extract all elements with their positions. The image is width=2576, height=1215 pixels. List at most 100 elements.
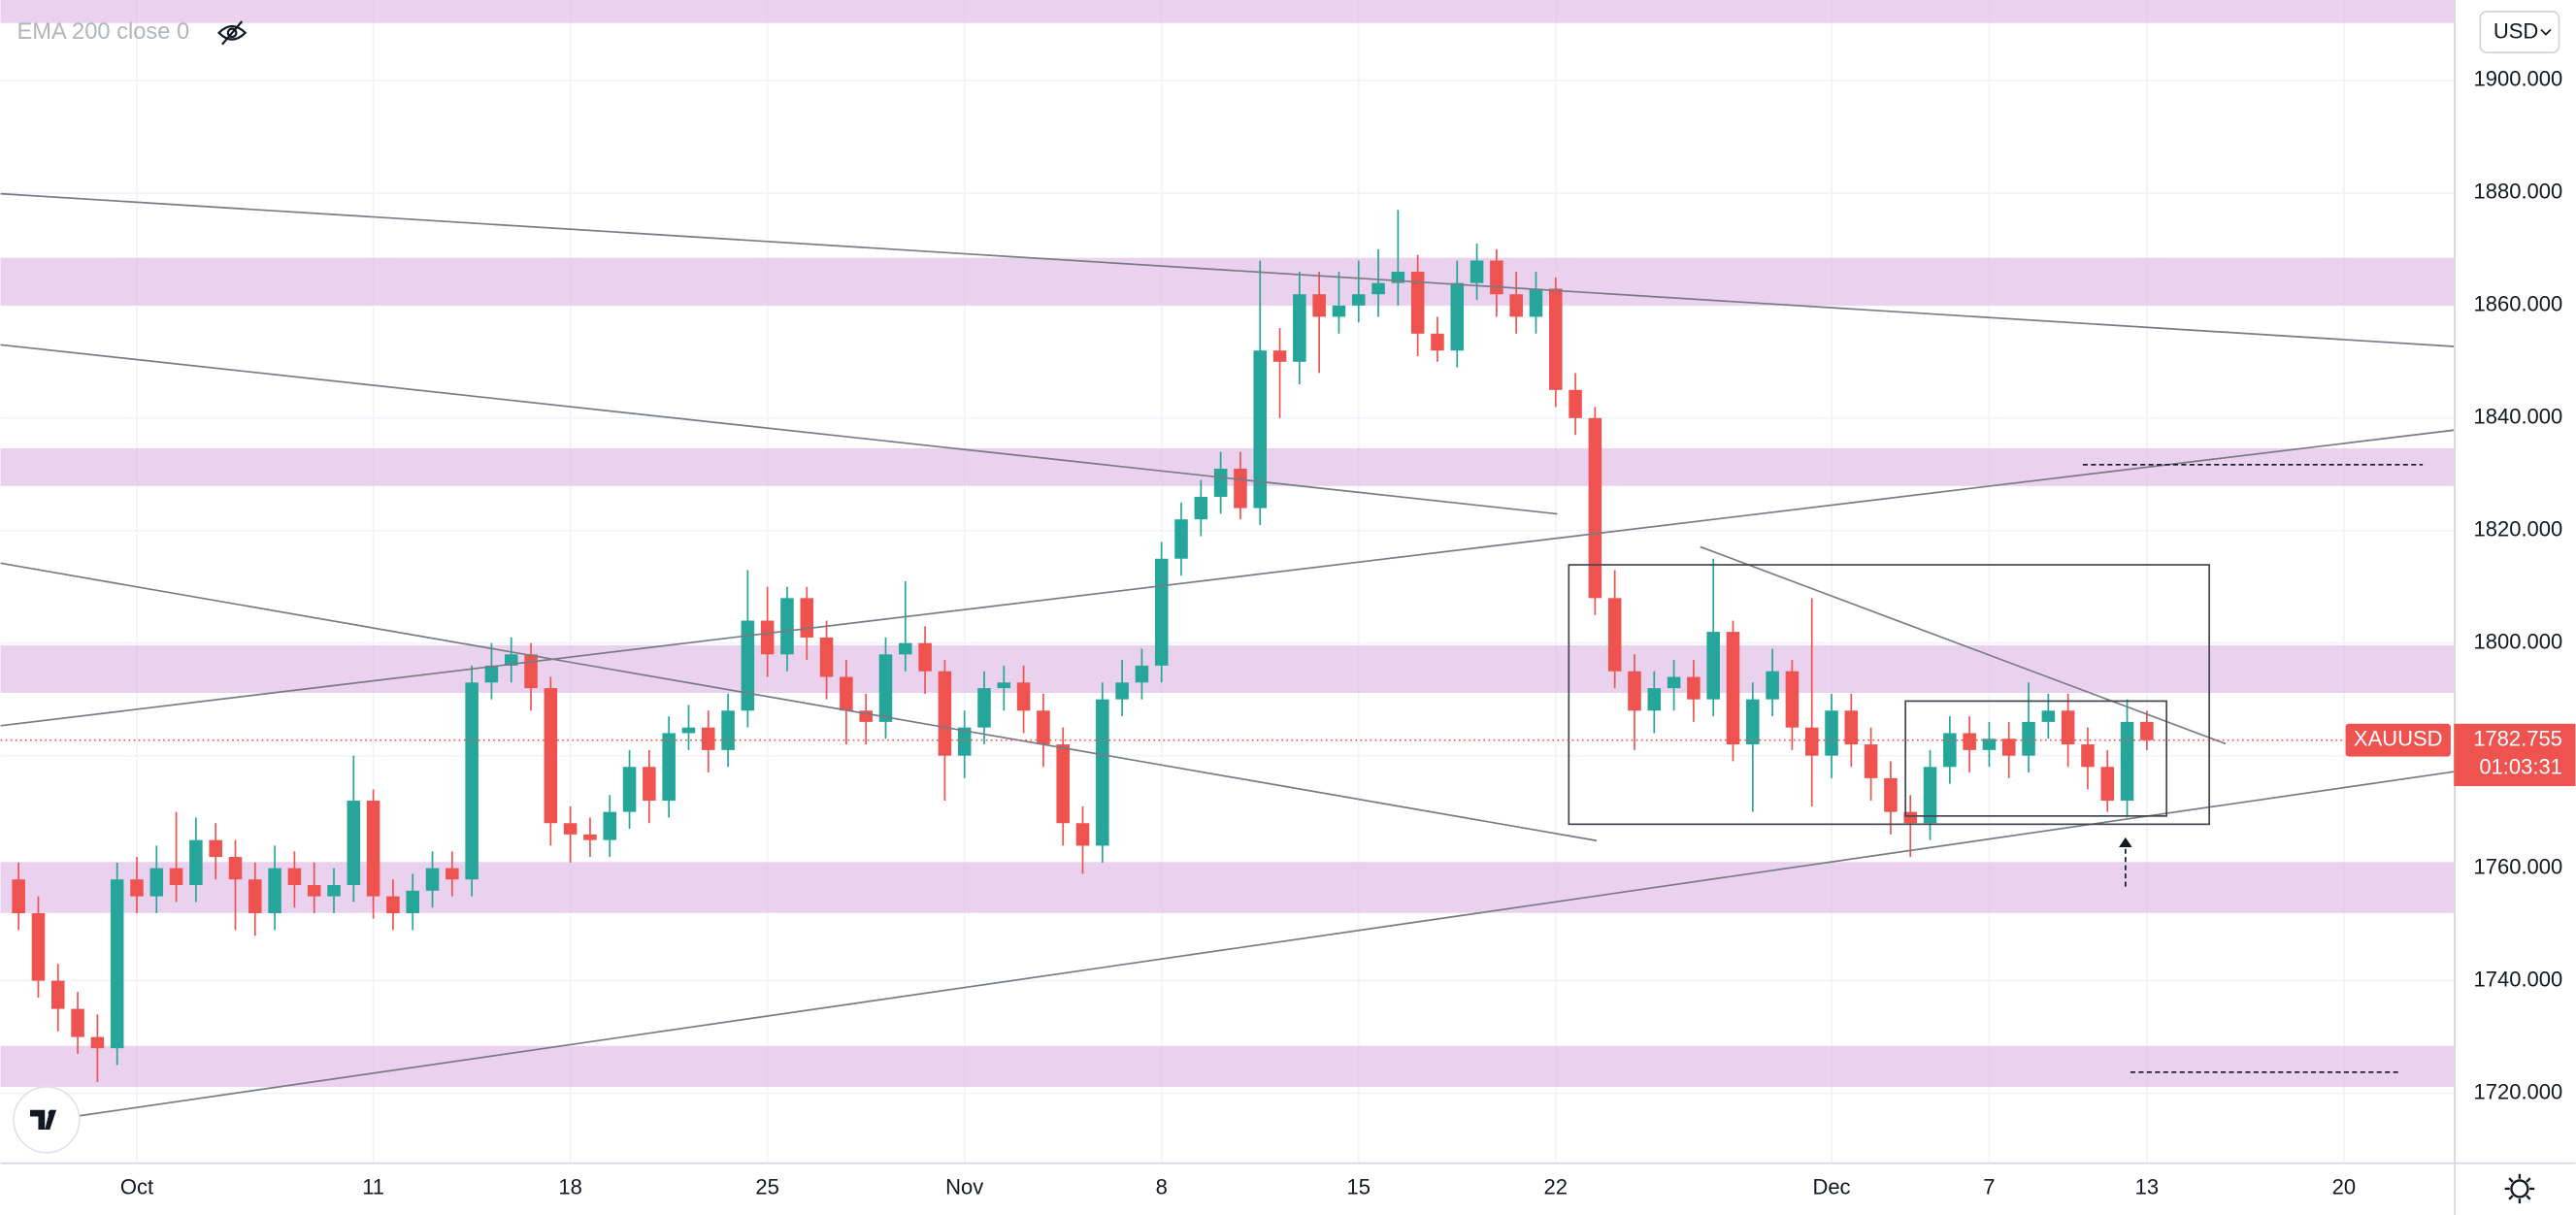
y-tick-label: 1880.000 <box>2474 180 2563 204</box>
candle-body <box>741 620 755 711</box>
candle-body <box>110 879 124 1049</box>
candle-body <box>819 637 834 677</box>
candle-body <box>2001 739 2016 756</box>
x-tick-label: Dec <box>1812 1175 1850 1199</box>
candle-body <box>1135 665 1149 683</box>
y-tick-label: 1800.000 <box>2474 630 2563 654</box>
candle-body <box>1056 744 1070 824</box>
candle-body <box>1667 676 1681 689</box>
settings-icon[interactable] <box>2504 1173 2535 1204</box>
candle-body <box>1647 688 1662 711</box>
candle-body <box>1982 739 1997 750</box>
trend-line <box>74 771 2455 1118</box>
candle-body <box>1884 777 1898 812</box>
x-tick-label: 25 <box>755 1175 778 1199</box>
candle-body <box>366 801 380 897</box>
candle-body <box>504 654 518 666</box>
pupil <box>226 27 238 39</box>
candle-body <box>544 688 558 824</box>
y-tick-label: 1820.000 <box>2474 517 2563 542</box>
candle-body <box>563 823 578 835</box>
candle-body <box>189 839 203 886</box>
currency-button[interactable]: USD <box>2479 10 2560 53</box>
candle-body <box>2100 767 2115 802</box>
candle-body <box>1903 811 1917 824</box>
x-tick-label: Nov <box>945 1175 983 1199</box>
zone <box>0 1045 2455 1088</box>
candle-body <box>643 767 656 802</box>
tradingview-logo[interactable] <box>13 1086 81 1154</box>
candle-body <box>1431 333 1444 351</box>
candle-body <box>130 879 144 897</box>
candle-body <box>347 801 361 886</box>
candle-body <box>780 598 794 655</box>
x-tick-label: 8 <box>1156 1175 1168 1199</box>
candle-body <box>878 654 893 722</box>
price-tag-box <box>2454 723 2576 787</box>
trend-line <box>0 562 1598 842</box>
logo-circle[interactable] <box>13 1086 81 1154</box>
x-tick-label: 7 <box>1983 1175 1995 1199</box>
candle-body <box>484 665 499 683</box>
candle-body <box>859 710 873 722</box>
price-tag: XAUUSD 1782.755 01:03:31 <box>2345 723 2576 787</box>
currency-button-frame[interactable] <box>2479 10 2560 53</box>
candle-body <box>938 671 952 756</box>
candle-body <box>1726 632 1740 745</box>
dropdown-caret <box>2540 28 2552 36</box>
zone <box>0 0 2455 23</box>
y-tick-label: 1720.000 <box>2474 1079 2563 1103</box>
gear[interactable] <box>2510 1179 2529 1199</box>
range-box <box>1568 564 2210 826</box>
candle-body <box>1371 282 1385 295</box>
candle-body <box>12 879 25 914</box>
candle-body <box>386 896 400 914</box>
candle-body <box>1154 558 1169 666</box>
candle-body <box>899 642 912 655</box>
candle-body <box>406 890 419 914</box>
candle-body <box>1410 272 1425 334</box>
arrow-head <box>2119 837 2132 848</box>
symbol-label: XAUUSD <box>2354 727 2443 751</box>
candle-body <box>1234 468 1247 509</box>
candle-body <box>327 885 341 897</box>
y-tick-label: 1900.000 <box>2474 67 2563 91</box>
zone <box>0 257 2455 306</box>
candle-body <box>1864 744 1878 778</box>
y-tick-label: 1860.000 <box>2474 292 2563 316</box>
candle-body <box>760 620 775 655</box>
trend-line <box>0 192 2455 347</box>
candle-body <box>721 710 735 750</box>
candle-body <box>1706 632 1720 700</box>
hide-icon[interactable] <box>217 20 248 46</box>
candle-body <box>583 834 597 840</box>
symbol-tag <box>2345 723 2451 757</box>
candle-body <box>997 682 1011 689</box>
candle-body <box>1272 350 1287 362</box>
candle-body <box>977 688 991 728</box>
candle-body <box>622 767 637 812</box>
grid <box>0 0 2455 1163</box>
x-tick-label: 18 <box>558 1175 581 1199</box>
candle-body <box>957 727 972 756</box>
candle-body <box>1509 294 1523 317</box>
last-price-label: 1782.755 <box>2473 727 2562 751</box>
candle-body <box>287 868 302 886</box>
candle-body <box>1785 671 1800 728</box>
candle-body <box>1746 699 1760 745</box>
candle-body <box>1075 823 1090 846</box>
currency-label[interactable]: USD <box>2493 19 2538 44</box>
trend-line <box>1700 545 2227 745</box>
candle-body <box>1804 727 1819 756</box>
candle-body <box>1351 294 1366 306</box>
candle-body <box>307 885 321 897</box>
candle-body <box>1844 710 1859 745</box>
candle-body <box>524 654 538 689</box>
candle-body <box>681 727 696 734</box>
logo-dot <box>48 1109 55 1117</box>
candle-body <box>1312 294 1326 317</box>
candle-body <box>1213 468 1228 497</box>
